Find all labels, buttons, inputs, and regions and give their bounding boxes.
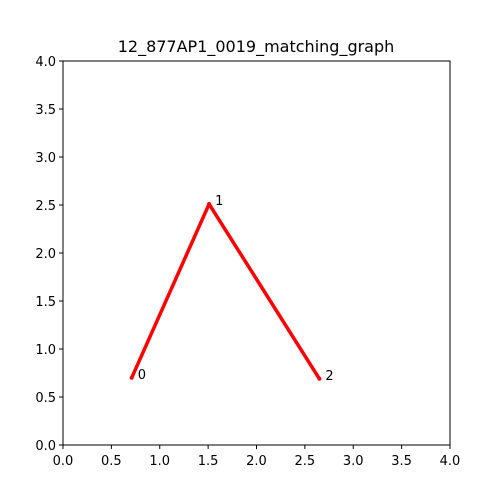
y-tick-label: 3.5 — [35, 103, 56, 118]
graph-edge — [207, 202, 322, 381]
y-tick-label: 4.0 — [35, 55, 56, 70]
y-axis: 0.0 0.5 1.0 1.5 2.0 2.5 3.0 3.5 4.0 — [35, 55, 63, 454]
node-label: 1 — [215, 194, 223, 209]
x-tick-label: 0.0 — [53, 454, 74, 469]
node-label: 2 — [325, 369, 333, 384]
x-tick-label: 1.5 — [198, 454, 219, 469]
graph-edge — [129, 202, 211, 380]
x-tick-label: 2.5 — [295, 454, 316, 469]
x-tick-label: 0.5 — [101, 454, 122, 469]
y-tick-label: 0.0 — [35, 439, 56, 454]
graph-node — [317, 376, 322, 381]
chart-title: 12_877AP1_0019_matching_graph — [118, 37, 395, 57]
y-tick-label: 2.5 — [35, 199, 56, 214]
y-tick-label: 1.0 — [35, 343, 56, 358]
x-tick-label: 3.0 — [343, 454, 364, 469]
y-tick-label: 0.5 — [35, 391, 56, 406]
x-tick-label: 3.5 — [391, 454, 412, 469]
node-group: 0 1 2 — [129, 194, 334, 384]
y-tick-label: 3.0 — [35, 151, 56, 166]
x-tick-label: 4.0 — [440, 454, 461, 469]
node-label: 0 — [138, 368, 146, 383]
edge-group — [129, 202, 322, 381]
graph-node — [207, 202, 212, 207]
x-tick-label: 1.0 — [149, 454, 170, 469]
y-tick-label: 1.5 — [35, 295, 56, 310]
x-tick-label: 2.0 — [246, 454, 267, 469]
graph-node — [129, 375, 134, 380]
x-axis: 0.0 0.5 1.0 1.5 2.0 2.5 3.0 3.5 4.0 — [53, 445, 461, 469]
y-tick-label: 2.0 — [35, 247, 56, 262]
